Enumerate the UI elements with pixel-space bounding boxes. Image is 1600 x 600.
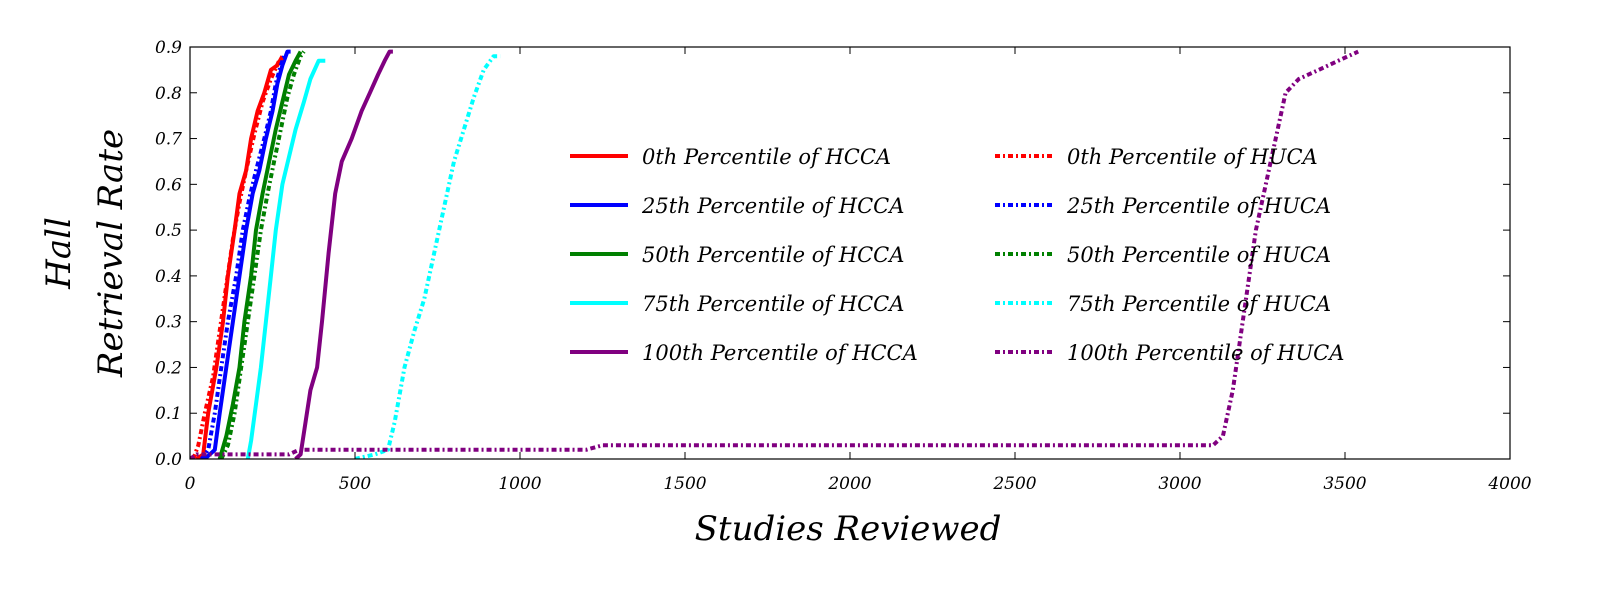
- legend-item-100th-percentile-of-hcca: 100th Percentile of HCCA: [570, 341, 918, 365]
- series-line-100th-percentile-of-hcca: [294, 49, 393, 459]
- y-tick-label: 0.8: [155, 84, 182, 104]
- x-tick-label: 500: [339, 474, 372, 494]
- x-tick-label: 3000: [1158, 474, 1201, 494]
- series-line-50th-percentile-of-hcca: [217, 50, 303, 459]
- series-line-25th-percentile-of-hcca: [203, 49, 291, 459]
- y-axis-label: Hall Retrieval Rate: [39, 129, 131, 378]
- plot-series: [190, 49, 1360, 459]
- legend-item-25th-percentile-of-huca: 25th Percentile of HUCA: [995, 194, 1331, 218]
- legend-item-75th-percentile-of-huca: 75th Percentile of HUCA: [995, 292, 1331, 316]
- x-tick-label: 2500: [992, 474, 1036, 494]
- legend-item-25th-percentile-of-hcca: 25th Percentile of HCCA: [570, 194, 904, 218]
- legend-item-0th-percentile-of-huca: 0th Percentile of HUCA: [995, 145, 1318, 169]
- y-axis-label-line-2: Retrieval Rate: [91, 129, 131, 378]
- legend-label: 0th Percentile of HCCA: [642, 145, 891, 169]
- y-tick-label: 0.3: [155, 313, 182, 333]
- legend-item-0th-percentile-of-hcca: 0th Percentile of HCCA: [570, 145, 891, 169]
- x-tick-label: 1000: [498, 474, 541, 494]
- series-line-75th-percentile-of-hcca: [245, 58, 326, 459]
- y-tick-label: 0.9: [155, 38, 182, 58]
- legend-label: 25th Percentile of HCCA: [641, 194, 904, 218]
- y-axis: 0.0 0.1 0.2 0.3 0.4 0.5 0.6 0.7 0.8 0.9: [155, 38, 1510, 470]
- series-line-100th-percentile-of-huca: [190, 49, 1360, 459]
- y-tick-label: 0.7: [155, 130, 182, 150]
- legend-label: 100th Percentile of HUCA: [1067, 341, 1344, 365]
- x-tick-label: 4000: [1487, 474, 1531, 494]
- legend-label: 50th Percentile of HUCA: [1067, 243, 1331, 267]
- x-axis: 0 500 1000 1500 2000 2500 3000 3500 4000: [185, 47, 1532, 494]
- series-line-0th-percentile-of-huca: [191, 54, 286, 459]
- legend-item-100th-percentile-of-huca: 100th Percentile of HUCA: [995, 341, 1344, 365]
- x-axis-label: Studies Reviewed: [695, 509, 1002, 549]
- legend-label: 50th Percentile of HCCA: [642, 243, 904, 267]
- legend-label: 0th Percentile of HUCA: [1067, 145, 1318, 169]
- y-tick-label: 0.2: [155, 358, 182, 378]
- x-tick-label: 3500: [1323, 474, 1366, 494]
- y-tick-label: 0.4: [155, 267, 182, 287]
- legend-label: 75th Percentile of HUCA: [1067, 292, 1331, 316]
- x-tick-label: 1500: [663, 474, 706, 494]
- legend-label: 100th Percentile of HCCA: [642, 341, 918, 365]
- legend: 0th Percentile of HCCA 25th Percentile of…: [570, 145, 1344, 365]
- legend-item-50th-percentile-of-huca: 50th Percentile of HUCA: [995, 243, 1331, 267]
- y-axis-label-line-1: Hall: [39, 217, 79, 290]
- legend-item-50th-percentile-of-hcca: 50th Percentile of HCCA: [570, 243, 904, 267]
- legend-label: 75th Percentile of HCCA: [642, 292, 904, 316]
- y-tick-label: 0.6: [155, 175, 182, 195]
- legend-label: 25th Percentile of HUCA: [1066, 194, 1331, 218]
- x-tick-label: 2000: [827, 474, 871, 494]
- y-tick-label: 0.5: [155, 221, 182, 241]
- y-tick-label: 0.1: [155, 404, 182, 424]
- legend-item-75th-percentile-of-hcca: 75th Percentile of HCCA: [570, 292, 904, 316]
- series-line-75th-percentile-of-huca: [354, 54, 501, 459]
- series-line-50th-percentile-of-huca: [219, 50, 306, 459]
- series-line-25th-percentile-of-huca: [199, 55, 286, 459]
- x-tick-label: 0: [185, 474, 196, 494]
- y-tick-label: 0.0: [155, 450, 182, 470]
